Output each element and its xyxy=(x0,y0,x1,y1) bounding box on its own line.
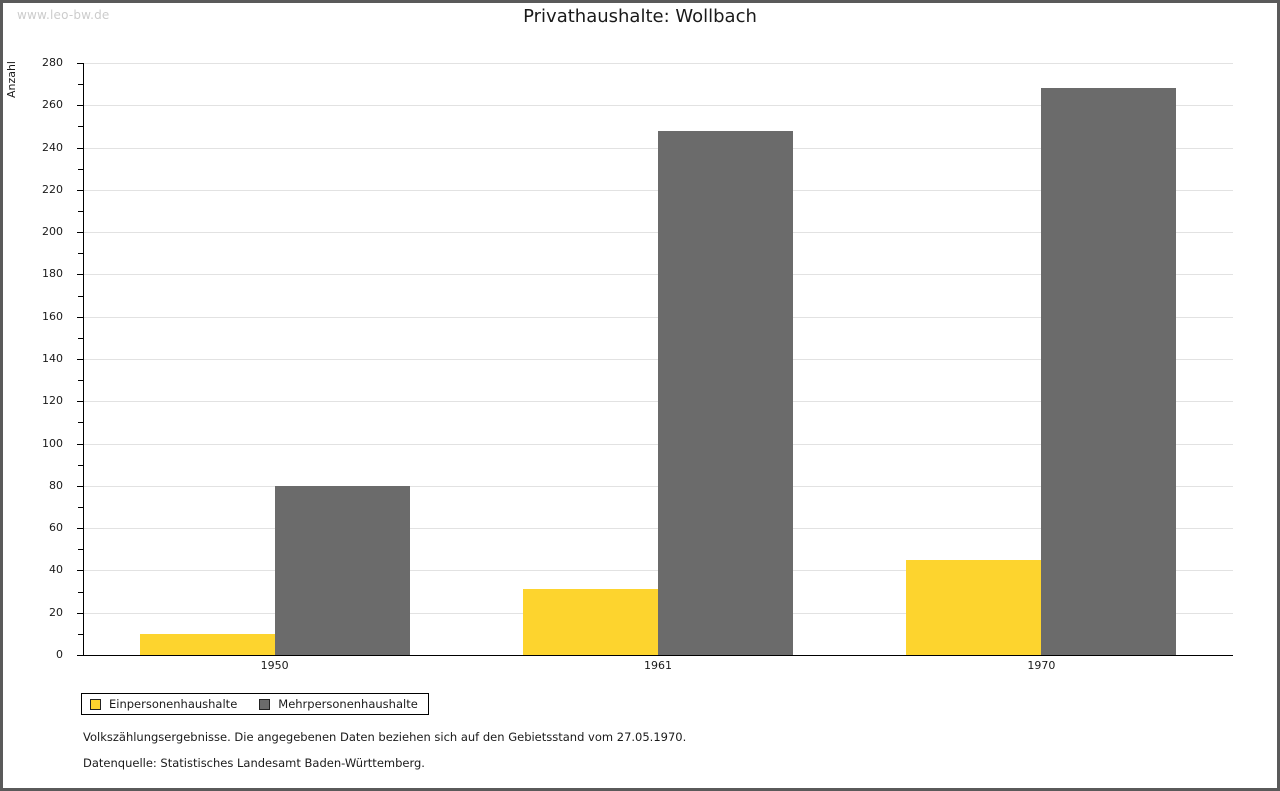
y-axis-major-tick xyxy=(77,105,83,106)
y-axis-tick-label: 260 xyxy=(42,98,63,111)
y-axis-tick-label: 220 xyxy=(42,183,63,196)
y-axis-major-tick xyxy=(77,148,83,149)
bar-1961-einpersonenhaushalte xyxy=(523,589,658,655)
y-axis-major-tick xyxy=(77,655,83,656)
y-axis-minor-tick xyxy=(78,507,83,508)
page-title: Privathaushalte: Wollbach xyxy=(523,6,757,27)
footnote-datasource: Datenquelle: Statistisches Landesamt Bad… xyxy=(83,756,425,770)
y-axis-major-tick xyxy=(77,317,83,318)
y-axis-major-tick xyxy=(77,359,83,360)
y-axis-line xyxy=(83,63,84,656)
y-axis-tick-label: 80 xyxy=(49,479,63,492)
y-axis-major-tick xyxy=(77,570,83,571)
y-axis-major-tick xyxy=(77,528,83,529)
y-axis-tick-label: 200 xyxy=(42,225,63,238)
y-axis-minor-tick xyxy=(78,592,83,593)
y-axis-minor-tick xyxy=(78,549,83,550)
y-axis-major-tick xyxy=(77,444,83,445)
y-axis-minor-tick xyxy=(78,338,83,339)
chart-canvas: www.leo-bw.de Privathaushalte: Wollbach … xyxy=(3,3,1277,788)
y-axis-major-tick xyxy=(77,613,83,614)
y-axis-minor-tick xyxy=(78,296,83,297)
legend-item: Einpersonenhaushalte xyxy=(90,697,237,711)
y-axis-tick-label: 180 xyxy=(42,267,63,280)
y-axis-major-tick xyxy=(77,401,83,402)
y-axis-minor-tick xyxy=(78,84,83,85)
gridline xyxy=(83,105,1233,106)
x-axis-tick-label: 1950 xyxy=(260,659,289,672)
legend-item-label: Einpersonenhaushalte xyxy=(109,697,238,711)
x-axis-line xyxy=(83,655,1233,656)
y-axis-major-tick xyxy=(77,232,83,233)
legend-swatch-icon xyxy=(259,698,271,710)
y-axis-minor-tick xyxy=(78,169,83,170)
y-axis-minor-tick xyxy=(78,211,83,212)
gridline xyxy=(83,63,1233,64)
legend: Einpersonenhaushalte Mehrpersonenhaushalt… xyxy=(81,693,429,715)
legend-swatch-icon xyxy=(90,698,101,710)
x-axis-tick-label: 1961 xyxy=(644,659,672,672)
y-axis-major-tick xyxy=(77,63,83,64)
y-axis-tick-label: 0 xyxy=(56,648,63,661)
bar-1970-mehrpersonenhaushalte xyxy=(1041,88,1177,655)
y-axis-minor-tick xyxy=(78,380,83,381)
y-axis-tick-label: 100 xyxy=(42,437,63,450)
y-axis-tick-label: 240 xyxy=(42,141,63,154)
bar-1961-mehrpersonenhaushalte xyxy=(658,130,793,655)
legend-item-label: Mehrpersonenhaushalte xyxy=(278,697,418,711)
bar-1970-einpersonenhaushalte xyxy=(906,559,1042,655)
y-axis-tick-label: 60 xyxy=(49,521,63,534)
x-axis-tick-label: 1970 xyxy=(1027,659,1056,672)
footnote-methodology: Volkszählungsergebnisse. Die angegebenen… xyxy=(83,730,687,744)
bar-1950-mehrpersonenhaushalte xyxy=(274,485,410,655)
y-axis-major-tick xyxy=(77,274,83,275)
y-axis-minor-tick xyxy=(78,465,83,466)
y-axis-tick-label: 280 xyxy=(42,56,63,69)
y-axis-tick-label: 140 xyxy=(42,352,63,365)
y-axis-major-tick xyxy=(77,486,83,487)
y-axis-minor-tick xyxy=(78,253,83,254)
y-axis-minor-tick xyxy=(78,634,83,635)
y-axis-minor-tick xyxy=(78,126,83,127)
y-axis-tick-label: 160 xyxy=(42,310,63,323)
y-axis-tick-label: 40 xyxy=(49,563,63,576)
bar-1950-einpersonenhaushalte xyxy=(139,633,275,655)
y-axis-tick-label: 120 xyxy=(42,394,63,407)
y-axis-tick-label: 20 xyxy=(49,606,63,619)
y-axis-major-tick xyxy=(77,190,83,191)
watermark-text: www.leo-bw.de xyxy=(17,8,110,22)
y-axis-minor-tick xyxy=(78,422,83,423)
legend-item: Mehrpersonenhaushalte xyxy=(259,697,418,711)
plot-area xyxy=(83,63,1233,655)
